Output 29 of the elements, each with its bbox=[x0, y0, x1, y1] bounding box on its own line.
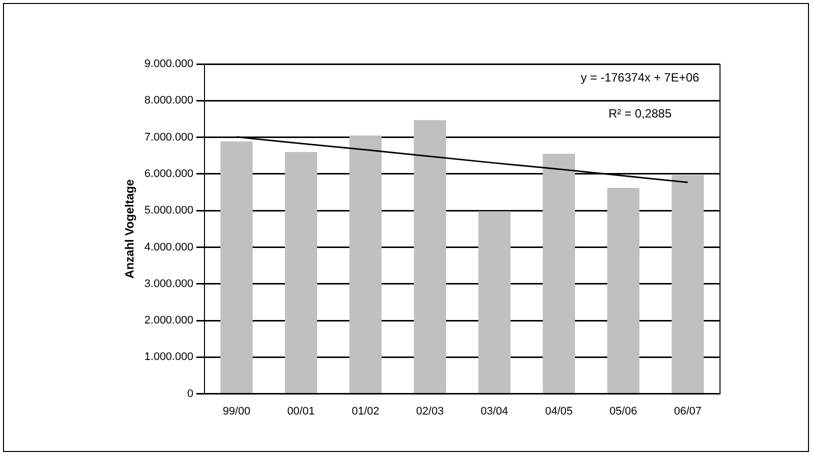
x-tick-label: 03/04 bbox=[480, 405, 508, 418]
bar bbox=[414, 120, 446, 394]
y-tick-label: 2.000.000 bbox=[144, 314, 194, 327]
y-tick-label: 7.000.000 bbox=[144, 131, 194, 144]
y-tick-label: 5.000.000 bbox=[144, 204, 194, 217]
bar bbox=[478, 211, 511, 394]
x-tick-label: 02/03 bbox=[416, 405, 444, 418]
y-tick-label: 8.000.000 bbox=[144, 94, 194, 107]
x-tick-label: 06/07 bbox=[674, 405, 702, 418]
x-tick-label: 04/05 bbox=[545, 405, 573, 418]
bar bbox=[607, 188, 640, 394]
bar bbox=[349, 135, 382, 394]
x-tick-label: 01/02 bbox=[352, 405, 380, 418]
x-tick-label: 99/00 bbox=[222, 405, 250, 418]
y-tick-label: 4.000.000 bbox=[144, 241, 194, 254]
bar bbox=[672, 175, 704, 394]
y-tick-label: 1.000.000 bbox=[144, 351, 194, 364]
annotation: y = -176374x + 7E+06 bbox=[580, 70, 700, 84]
bar bbox=[284, 152, 318, 394]
y-tick-label: 9.000.000 bbox=[144, 58, 194, 70]
y-tick-label: 3.000.000 bbox=[144, 278, 194, 290]
y-tick-label: 0 bbox=[187, 388, 194, 400]
x-tick-label: 00/01 bbox=[287, 405, 315, 418]
bar bbox=[220, 141, 253, 394]
bar bbox=[542, 154, 575, 394]
x-tick-label: 05/06 bbox=[610, 405, 638, 418]
y-axis-title: Anzahl Vogeltage bbox=[122, 179, 137, 278]
y-tick-label: 6.000.000 bbox=[144, 168, 194, 180]
annotation: R² = 0,2885 bbox=[608, 106, 672, 120]
